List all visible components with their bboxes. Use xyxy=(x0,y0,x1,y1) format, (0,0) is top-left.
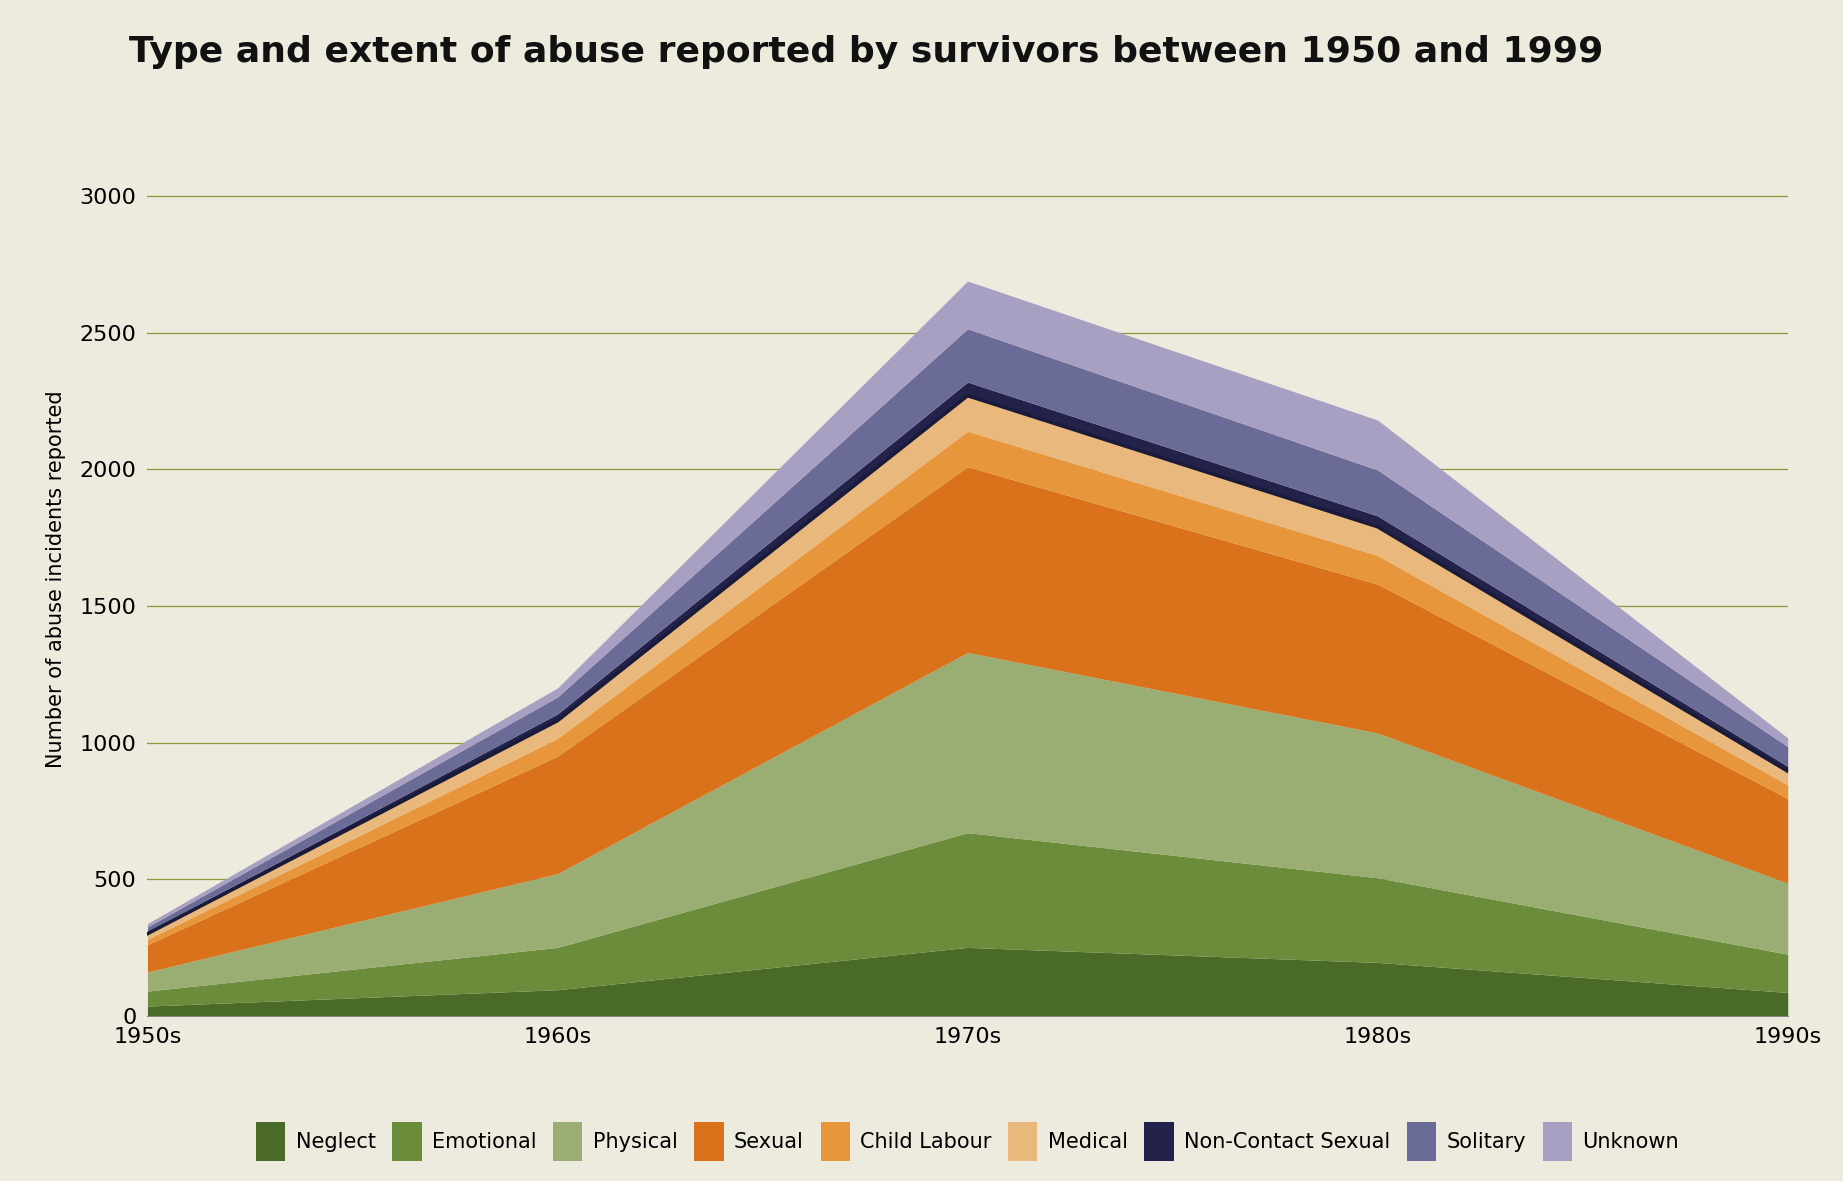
Text: Type and extent of abuse reported by survivors between 1950 and 1999: Type and extent of abuse reported by sur… xyxy=(129,35,1603,70)
Legend: Neglect, Emotional, Physical, Sexual, Child Labour, Medical, Non-Contact Sexual,: Neglect, Emotional, Physical, Sexual, Ch… xyxy=(247,1114,1688,1169)
Y-axis label: Number of abuse incidents reported: Number of abuse incidents reported xyxy=(46,390,66,768)
